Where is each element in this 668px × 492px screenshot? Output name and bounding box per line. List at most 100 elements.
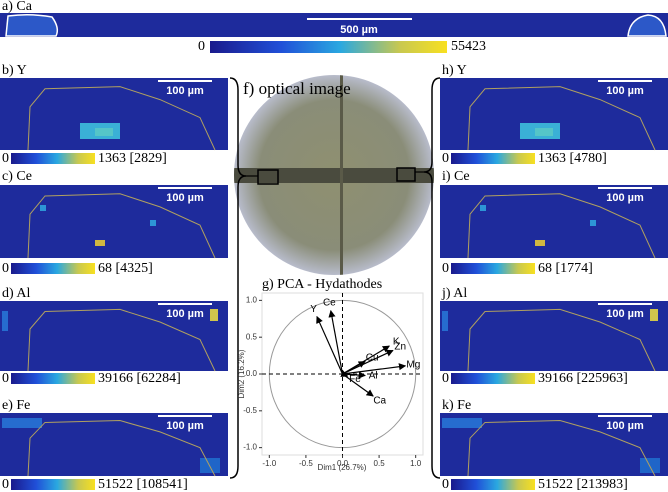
colorbar-min: 0: [2, 151, 9, 166]
map-hotspot: [590, 220, 596, 226]
panel-label: a) Ca: [2, 0, 33, 14]
scale-bar-label: 100 µm: [166, 192, 204, 204]
panel-label: j) Al: [441, 286, 467, 301]
variable-label: Y: [310, 304, 317, 315]
panel-label: d) Al: [2, 286, 31, 301]
loading-arrow: [342, 371, 366, 379]
colorbar: [11, 153, 95, 164]
scale-bar-label: 500 µm: [340, 24, 378, 36]
sample-band: [234, 168, 434, 183]
map-hotspot: [535, 240, 545, 246]
map-hotspot: [150, 220, 156, 226]
loading-arrow: [342, 345, 390, 375]
x-tick-label: -1.0: [262, 459, 276, 468]
colorbar-max: 51522 [213983]: [538, 477, 628, 492]
colorbar-max: 1363 [4780]: [538, 151, 607, 166]
colorbar-max: 55423: [451, 39, 486, 54]
colorbar-max: 68 [1774]: [538, 261, 593, 276]
panel-label: b) Y: [2, 63, 27, 78]
colorbar-max: 39166 [225963]: [538, 371, 628, 386]
colorbar: [210, 41, 447, 53]
loading-arrow: [342, 363, 407, 375]
colorbar-min: 0: [2, 261, 9, 276]
region-outline: [27, 308, 216, 372]
y-tick-label: 0.0: [246, 369, 258, 378]
region-outline: [627, 14, 667, 37]
region-outline: [467, 193, 656, 259]
element-map: [440, 185, 668, 258]
loading-arrow: [316, 315, 344, 375]
colorbar: [451, 153, 535, 164]
colorbar-max: 1363 [2829]: [98, 151, 167, 166]
panel-title: f) optical image: [243, 79, 351, 98]
colorbar: [11, 373, 95, 384]
loading-arrow: [328, 309, 344, 375]
y-axis-label: Dim2 (16.2%): [237, 349, 246, 398]
x-axis-label: Dim1 (26.7%): [318, 463, 367, 472]
scale-bar-label: 100 µm: [606, 308, 644, 320]
variable-label: Ce: [323, 297, 336, 308]
map-hotspot: [2, 311, 8, 331]
map-hotspot: [95, 240, 105, 246]
colorbar-max: 68 [4325]: [98, 261, 153, 276]
region-outline: [27, 420, 216, 477]
loading-arrow: [342, 373, 374, 397]
scale-bar-label: 100 µm: [606, 85, 644, 97]
colorbar: [11, 263, 95, 274]
x-tick-label: 1.0: [410, 459, 422, 468]
map-hotspot: [2, 418, 42, 428]
colorbar-min: 0: [2, 477, 9, 492]
panel-title: g) PCA - Hydathodes: [262, 277, 382, 292]
variable-label: Al: [369, 371, 378, 382]
colorbar: [11, 479, 95, 490]
x-tick-label: 0.0: [337, 459, 349, 468]
colorbar-min: 0: [442, 261, 449, 276]
map-hotspot: [210, 309, 218, 321]
panel-label: k) Fe: [442, 398, 471, 413]
y-tick-label: -0.5: [243, 406, 257, 415]
region-outline: [5, 13, 59, 37]
midrib: [340, 75, 343, 275]
map-hotspot: [520, 123, 560, 139]
loading-arrow: [342, 349, 394, 375]
map-hotspot: [650, 309, 658, 321]
colorbar-min: 0: [198, 39, 205, 54]
scale-bar-label: 100 µm: [166, 308, 204, 320]
region-outline: [27, 86, 216, 151]
colorbar-min: 0: [2, 371, 9, 386]
element-map: [0, 301, 228, 371]
roi-box: [257, 169, 279, 185]
colorbar: [451, 373, 535, 384]
map-hotspot: [480, 205, 486, 211]
colorbar-max: 39166 [62284]: [98, 371, 181, 386]
colorbar-max: 51522 [108541]: [98, 477, 188, 492]
region-outline: [467, 86, 656, 151]
panel-label: c) Ce: [2, 169, 32, 184]
scale-bar-label: 100 µm: [166, 85, 204, 97]
scale-bar-label: 100 µm: [606, 420, 644, 432]
colorbar-min: 0: [442, 371, 449, 386]
y-tick-label: 0.5: [246, 332, 258, 341]
colorbar-min: 0: [442, 477, 449, 492]
map-hotspot: [442, 418, 482, 428]
region-outline: [467, 420, 656, 477]
variable-label: Fe: [349, 374, 361, 385]
x-tick-label: 0.5: [374, 459, 386, 468]
variable-label: Ca: [373, 395, 386, 406]
map-hotspot: [442, 311, 448, 331]
y-tick-label: 1.0: [246, 295, 258, 304]
panel-label: i) Ce: [442, 169, 470, 184]
variable-label: Cu: [366, 352, 379, 363]
y-tick-label: -1.0: [243, 443, 257, 452]
colorbar: [451, 263, 535, 274]
colorbar: [451, 479, 535, 490]
scale-bar-label: 100 µm: [606, 192, 644, 204]
colorbar-min: 0: [442, 151, 449, 166]
map-hotspot: [80, 123, 120, 139]
variable-label: Mg: [406, 360, 420, 371]
roi-box: [396, 167, 416, 182]
x-tick-label: -0.5: [299, 459, 313, 468]
ca-map: [0, 13, 668, 37]
map-hotspot: [40, 205, 46, 211]
